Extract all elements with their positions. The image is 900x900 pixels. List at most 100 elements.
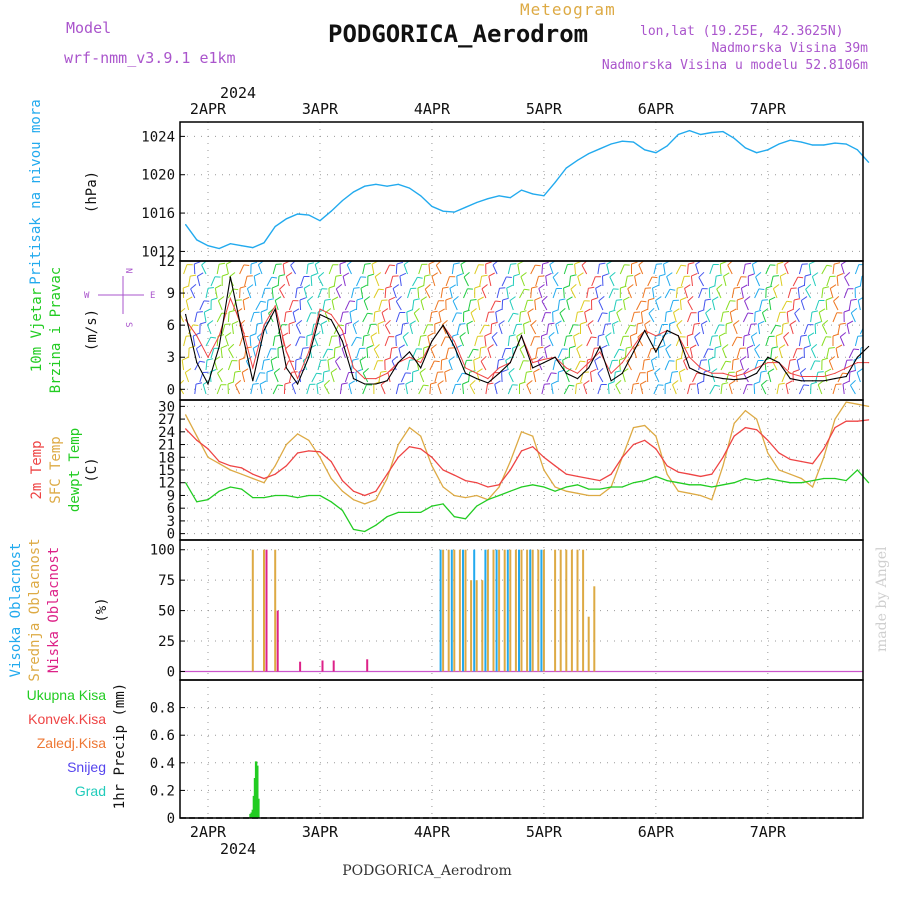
wind-gust-line-point bbox=[599, 351, 601, 353]
y-tick-label: 50 bbox=[158, 604, 175, 620]
wind-barb-flag bbox=[598, 296, 605, 302]
sfc-temp-line-point bbox=[308, 439, 310, 441]
wind-barb bbox=[664, 312, 667, 323]
wind-barb bbox=[288, 372, 293, 383]
wind-barb bbox=[484, 336, 487, 347]
wind-barb bbox=[867, 384, 868, 394]
wind-barb bbox=[317, 276, 324, 287]
wind-barb bbox=[557, 300, 560, 311]
temp2m-line-point bbox=[397, 456, 399, 458]
pressure-line-point bbox=[532, 193, 534, 195]
pressure-label-0: Pritisak na nivou mora bbox=[28, 99, 44, 284]
wind-barb bbox=[743, 373, 749, 383]
wind-gust-line-point bbox=[229, 297, 231, 299]
wind-gust-line-point bbox=[800, 375, 803, 378]
pressure-line-point bbox=[375, 183, 377, 185]
wind-barb-flag bbox=[420, 334, 427, 337]
cloud-bar-mid-extra bbox=[492, 549, 495, 672]
wind-barb-flag bbox=[707, 348, 714, 350]
wind-barb bbox=[429, 312, 433, 323]
sfc-temp-line-point bbox=[632, 427, 635, 429]
wind-barb-flag bbox=[531, 286, 538, 289]
wind-barb-flag bbox=[605, 332, 612, 338]
wind-barb bbox=[711, 300, 716, 311]
temp2m-line-point bbox=[868, 419, 870, 421]
y-tick-label: 3 bbox=[167, 350, 175, 366]
station-title: PODGORICA_Aerodrom bbox=[328, 20, 589, 48]
pressure-line-point bbox=[722, 131, 724, 133]
pressure-line-point bbox=[554, 181, 556, 183]
pressure-line-point bbox=[588, 153, 590, 155]
dewpt-line-point bbox=[464, 518, 467, 520]
wind-barb-flag bbox=[640, 380, 647, 385]
wind-barb bbox=[583, 384, 588, 395]
wind-barb bbox=[714, 276, 717, 287]
wind-barb bbox=[742, 264, 746, 275]
wind-barb-flag bbox=[803, 384, 810, 386]
x-tick-label-bottom: 3APR bbox=[302, 823, 339, 841]
wind-barb bbox=[246, 288, 252, 299]
wind-barb-flag bbox=[327, 356, 335, 361]
wind-barb bbox=[597, 264, 600, 275]
wind-barb-flag bbox=[748, 273, 755, 277]
wind-barb bbox=[537, 360, 543, 371]
wind-barb-flag bbox=[362, 368, 369, 374]
wind-barb-flag bbox=[573, 332, 580, 337]
sfc-temp-line-point bbox=[453, 494, 455, 497]
pressure-line-point bbox=[352, 191, 355, 193]
wind-barb bbox=[194, 361, 201, 371]
wind-barb bbox=[255, 324, 258, 335]
temp2m-line-point bbox=[207, 448, 209, 450]
wind-barb bbox=[872, 301, 876, 310]
wind-barb-flag bbox=[535, 264, 541, 267]
cloud-bar-mid-extra bbox=[570, 549, 573, 672]
wind-barb bbox=[787, 360, 791, 371]
wind-barb-flag bbox=[330, 368, 338, 373]
sfc-temp-line-point bbox=[599, 494, 601, 497]
wind-barb bbox=[496, 288, 500, 299]
wind-barb-flag bbox=[192, 324, 199, 326]
wind-barb-flag bbox=[431, 310, 438, 313]
wind-barb bbox=[703, 371, 705, 383]
wind-barb-flag bbox=[196, 344, 203, 350]
x-tick-label-bottom: 4APR bbox=[414, 823, 451, 841]
wind-barb bbox=[506, 288, 509, 299]
wind-barb bbox=[850, 312, 856, 323]
wind-barb bbox=[664, 360, 670, 371]
wind-barb bbox=[714, 324, 720, 335]
wind-barb-flag bbox=[665, 344, 672, 350]
sfc-temp-line-point bbox=[554, 486, 556, 488]
wind-barb bbox=[290, 265, 297, 275]
y-tick-label: 0 bbox=[167, 664, 175, 680]
wind-barb-flag bbox=[480, 346, 487, 349]
wind-barb-flag bbox=[584, 308, 591, 313]
sfc-temp-line-point bbox=[509, 460, 511, 463]
wind-barb bbox=[438, 312, 442, 323]
wind-barb bbox=[768, 300, 772, 311]
y-tick-label: 0.2 bbox=[150, 783, 175, 799]
wind-barb-flag bbox=[218, 296, 225, 302]
wind-barb-flag bbox=[434, 321, 441, 325]
wind-barb-flag bbox=[620, 285, 627, 289]
wind-barb-flag bbox=[666, 272, 673, 278]
wind-barb bbox=[395, 263, 398, 275]
wind-barb bbox=[859, 347, 862, 359]
sfc-temp-line-point bbox=[532, 435, 534, 437]
wind-barb-flag bbox=[470, 299, 477, 301]
y-tick-label: 9 bbox=[167, 488, 175, 504]
wind-barb-flag bbox=[234, 370, 241, 373]
wind-barb-flag bbox=[839, 332, 847, 338]
wind-gust-line-point bbox=[274, 305, 276, 307]
wind-speed-line-point bbox=[185, 313, 187, 316]
wind-barb bbox=[653, 264, 657, 275]
wind-barb bbox=[331, 300, 335, 311]
cloud-bar-1 bbox=[263, 549, 265, 672]
wind-barb-flag bbox=[679, 368, 686, 373]
wind-barb-flag bbox=[778, 382, 785, 385]
wind-barb bbox=[224, 336, 229, 347]
wind-barb-flag bbox=[378, 288, 384, 291]
wind-barb bbox=[597, 384, 602, 395]
wind-speed-line-point bbox=[252, 380, 254, 382]
pressure-line-point bbox=[476, 201, 478, 204]
wind-barb-flag bbox=[284, 344, 292, 350]
